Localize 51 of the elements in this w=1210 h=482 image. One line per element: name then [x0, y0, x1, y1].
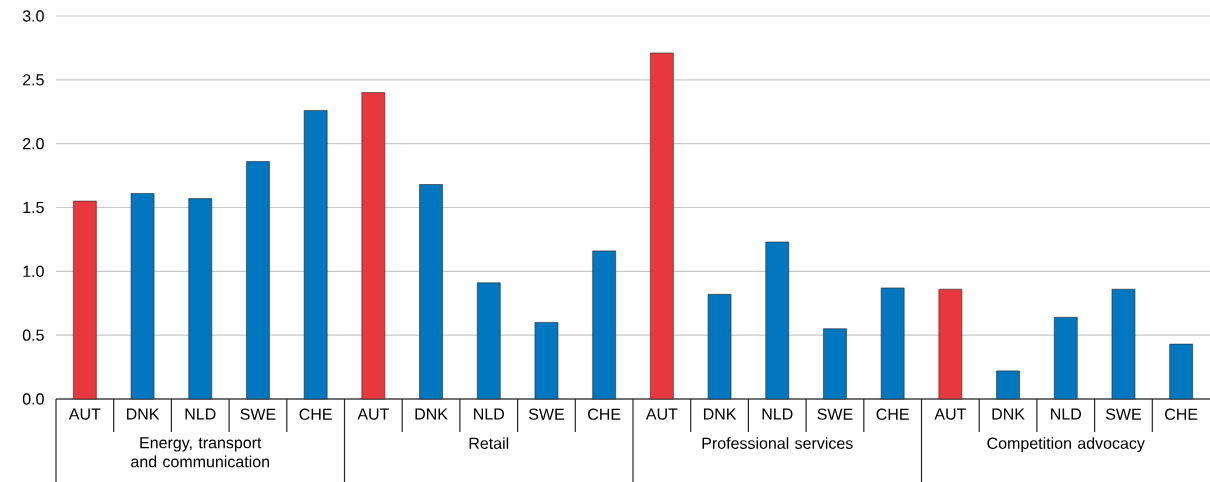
x-tick-label: NLD [1051, 408, 1081, 420]
x-tick-label: DNK [992, 408, 1025, 420]
bar [1053, 316, 1078, 400]
bar [130, 193, 155, 400]
bar [534, 322, 559, 400]
x-tick-label: CHE [299, 408, 332, 420]
text: Energy, transport and communication [131, 437, 269, 468]
x-tick-label: DNK [126, 408, 160, 420]
x-tick-label: SWE [817, 408, 853, 420]
y-tick-label: 1.5 [23, 201, 44, 214]
bar [419, 184, 443, 400]
x-tick-label: NLD [474, 408, 504, 420]
bar [592, 250, 616, 400]
x-tick-label: NLD [185, 408, 216, 420]
y-tick-label: 0.5 [22, 329, 44, 341]
text: Professional services [702, 437, 853, 449]
bar [1111, 288, 1136, 400]
bar [303, 110, 328, 400]
x-tick-label: NLD [762, 408, 793, 420]
y-tick-label: 0.0 [22, 393, 44, 405]
x-tick-label: AUT [934, 408, 966, 420]
bar [938, 288, 963, 400]
y-tick-label: 2.0 [23, 138, 44, 150]
x-tick-label: AUT [357, 408, 389, 420]
bar [188, 198, 213, 400]
bar [246, 161, 270, 400]
text: Retail [469, 437, 509, 449]
bar [650, 52, 674, 400]
bar [361, 92, 386, 400]
bar [73, 200, 97, 400]
x-tick-label: CHE [876, 408, 909, 420]
x-tick-label: DNK [703, 408, 737, 420]
bar [765, 241, 790, 400]
x-tick-label: SWE [240, 408, 276, 420]
text: Competition advocacy [987, 437, 1145, 453]
bar [707, 294, 732, 400]
bar [823, 328, 847, 400]
x-tick-label: SWE [528, 408, 564, 420]
y-tick-label: 1.0 [23, 265, 44, 277]
x-tick-label: AUT [645, 408, 678, 420]
bar [476, 282, 501, 400]
x-tick-label: DNK [415, 408, 448, 420]
y-tick-label: 2.5 [23, 74, 44, 86]
bar [996, 370, 1020, 400]
x-tick-label: CHE [588, 408, 621, 420]
x-tick-label: CHE [1165, 408, 1198, 420]
bar [880, 287, 905, 400]
bar [1169, 343, 1193, 400]
x-tick-label: AUT [68, 408, 101, 420]
y-tick-label: 3.0 [22, 10, 44, 22]
x-tick-label: SWE [1105, 408, 1141, 420]
